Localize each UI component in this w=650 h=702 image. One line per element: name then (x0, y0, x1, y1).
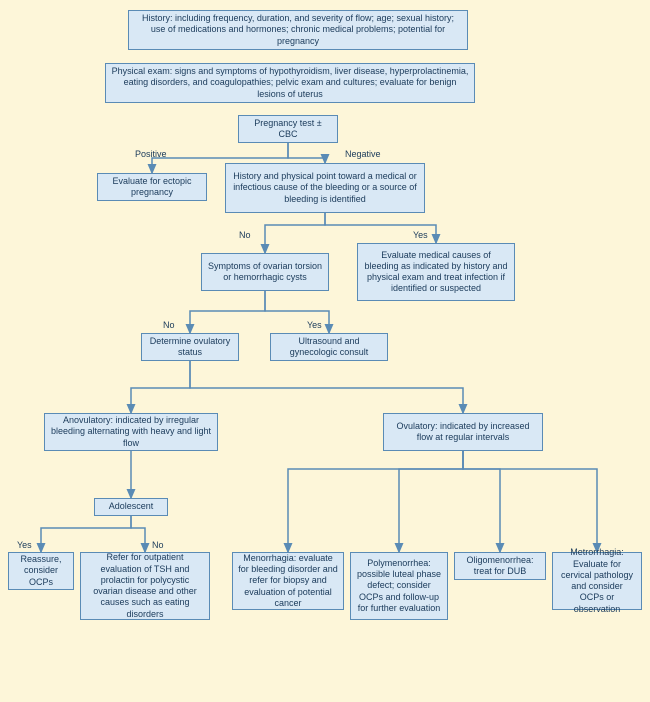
node-menorrhagia: Menorrhagia: evaluate for bleeding disor… (232, 552, 344, 610)
node-ectopic: Evaluate for ectopic pregnancy (97, 173, 207, 201)
node-evaluate-medical-causes: Evaluate medical causes of bleeding as i… (357, 243, 515, 301)
node-ultrasound-consult: Ultrasound and gynecologic consult (270, 333, 388, 361)
node-ovulatory: Ovulatory: indicated by increased flow a… (383, 413, 543, 451)
label-no-1: No (239, 230, 251, 240)
label-no-3: No (152, 540, 164, 550)
label-yes-1: Yes (413, 230, 428, 240)
label-yes-2: Yes (307, 320, 322, 330)
node-adolescent: Adolescent (94, 498, 168, 516)
node-symptoms-torsion: Symptoms of ovarian torsion or hemorrhag… (201, 253, 329, 291)
node-refer-tsh: Refer for outpatient evaluation of TSH a… (80, 552, 210, 620)
node-determine-ovulatory: Determine ovulatory status (141, 333, 239, 361)
node-history-physical-cause: History and physical point toward a medi… (225, 163, 425, 213)
node-physical-exam: Physical exam: signs and symptoms of hyp… (105, 63, 475, 103)
node-pregnancy-test: Pregnancy test ± CBC (238, 115, 338, 143)
node-polymenorrhea: Polymenorrhea: possible luteal phase def… (350, 552, 448, 620)
node-history: History: including frequency, duration, … (128, 10, 468, 50)
node-metrorrhagia: Metrorrhagia: Evaluate for cervical path… (552, 552, 642, 610)
label-negative: Negative (345, 149, 381, 159)
label-no-2: No (163, 320, 175, 330)
node-reassure-ocps: Reassure, consider OCPs (8, 552, 74, 590)
node-anovulatory: Anovulatory: indicated by irregular blee… (44, 413, 218, 451)
label-yes-3: Yes (17, 540, 32, 550)
node-oligomenorrhea: Oligomenorrhea: treat for DUB (454, 552, 546, 580)
label-positive: Positive (135, 149, 167, 159)
